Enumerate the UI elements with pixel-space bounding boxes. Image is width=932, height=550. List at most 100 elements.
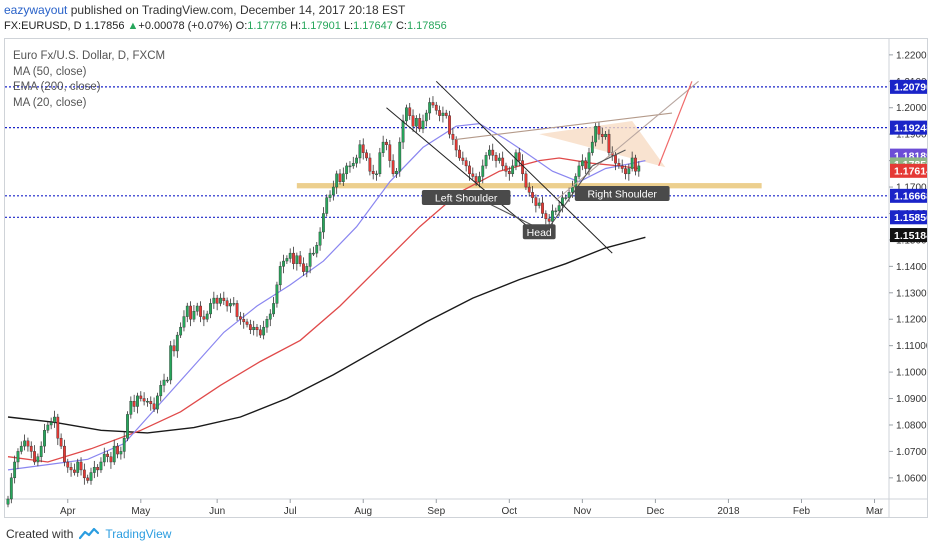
ema200-line (7, 236, 646, 434)
price-tag-label: 1.19248 (894, 122, 928, 134)
candle-body (368, 157, 372, 172)
candle-body (155, 395, 159, 410)
candle-body (444, 112, 448, 116)
candle-body (252, 326, 256, 331)
candle-body (265, 319, 269, 328)
price-tick-label: 1.14000 (896, 262, 928, 273)
candle-body (594, 126, 598, 143)
candle-body (561, 197, 564, 206)
candle-body (79, 461, 83, 471)
candle-body (517, 152, 521, 161)
candle-body (388, 144, 392, 161)
price-tag-label: 1.20790 (894, 82, 928, 94)
candle-body (351, 163, 355, 167)
price-chart[interactable]: 1.220001.210001.200001.190001.180001.170… (5, 39, 928, 518)
chart-frame[interactable]: 1.220001.210001.200001.190001.180001.170… (4, 38, 928, 518)
candle-body (9, 477, 13, 500)
candle-body (195, 305, 199, 312)
candle-body (245, 321, 249, 325)
candle-body (497, 157, 501, 161)
candle-body (534, 197, 538, 206)
candle-body (262, 326, 266, 336)
candle-body (577, 165, 581, 177)
tradingview-brand[interactable]: TradingView (105, 527, 172, 541)
candle-body (182, 316, 186, 328)
price-tick-label: 1.22000 (896, 50, 928, 61)
legend-title: Euro Fx/U.S. Dollar, D, FXCM (13, 50, 166, 62)
candle-body (361, 144, 365, 153)
candle-body (46, 424, 50, 431)
candle-body (335, 173, 339, 188)
candle-body (209, 303, 212, 315)
candle-body (225, 300, 229, 307)
annotation-bubble (574, 185, 670, 201)
time-tick-label: Dec (647, 506, 665, 517)
high-label: H: (290, 20, 302, 32)
candle-body (461, 157, 465, 161)
candle-body (165, 379, 169, 382)
change-value: +0.00078 (+0.07%) (138, 20, 233, 32)
price-tick-label: 1.13000 (896, 288, 928, 299)
candle-body (428, 102, 432, 114)
candle-body (471, 173, 475, 177)
head-to-right-line (545, 165, 593, 233)
tradingview-logo-icon[interactable] (79, 527, 100, 541)
candle-body (159, 385, 163, 397)
candle-body (511, 165, 515, 175)
candle-body (385, 141, 388, 145)
ma50-line (7, 157, 639, 463)
candle-body (33, 451, 36, 463)
candle-body (49, 422, 53, 426)
candle-body (488, 149, 491, 156)
candle-body (634, 157, 637, 172)
candle-body (424, 112, 428, 122)
candle-body (574, 176, 578, 188)
candle-body (39, 445, 43, 457)
candle-body (106, 453, 110, 457)
candle-body (242, 319, 246, 323)
chart-legend: Euro Fx/U.S. Dollar, D, FXCM MA (50, clo… (13, 49, 165, 111)
legend-ma50[interactable]: MA (50, close) (13, 65, 87, 78)
price-tick-label: 1.19000 (896, 130, 928, 141)
high-value: 1.17901 (301, 20, 341, 32)
candle-body (63, 445, 66, 463)
candle-body (189, 305, 192, 320)
candles-group (6, 96, 641, 508)
price-tick-label: 1.09000 (896, 394, 928, 405)
candle-body (355, 157, 358, 164)
legend-ma20[interactable]: MA (20, close) (13, 96, 87, 109)
candle-body (248, 324, 252, 331)
neckline-upper (456, 112, 673, 141)
candle-body (580, 160, 584, 167)
candle-body (285, 258, 289, 262)
candle-body (554, 210, 558, 213)
price-tag-label: 1.15184 (894, 230, 928, 242)
candle-body (448, 115, 451, 135)
candle-body (395, 170, 398, 175)
candle-body (116, 445, 119, 455)
candle-body (451, 133, 455, 140)
time-tick-label: Aug (354, 506, 372, 517)
low-value: 1.17647 (353, 20, 393, 32)
annotation-label: Right Shoulder (587, 188, 657, 200)
candle-body (458, 149, 461, 159)
author-link[interactable]: eazywayout (4, 3, 68, 17)
time-tick-label: Jun (209, 506, 225, 517)
annotation-bubble (522, 224, 556, 240)
open-value: 1.17778 (247, 20, 288, 32)
price-tag-box (890, 210, 927, 225)
candle-body (96, 467, 100, 471)
open-label: O: (235, 20, 248, 32)
candle-body (378, 152, 382, 175)
legend-ema200[interactable]: EMA (200, close) (13, 81, 101, 93)
candle-body (484, 155, 488, 167)
candle-body (215, 297, 219, 304)
price-tick-label: 1.08000 (896, 420, 928, 431)
candle-body (86, 477, 90, 481)
channel-upper-line (435, 80, 613, 254)
candle-body (381, 141, 385, 153)
candle-body (222, 297, 226, 301)
candle-body (268, 313, 272, 320)
candle-body (494, 155, 498, 161)
candle-body (312, 252, 315, 255)
